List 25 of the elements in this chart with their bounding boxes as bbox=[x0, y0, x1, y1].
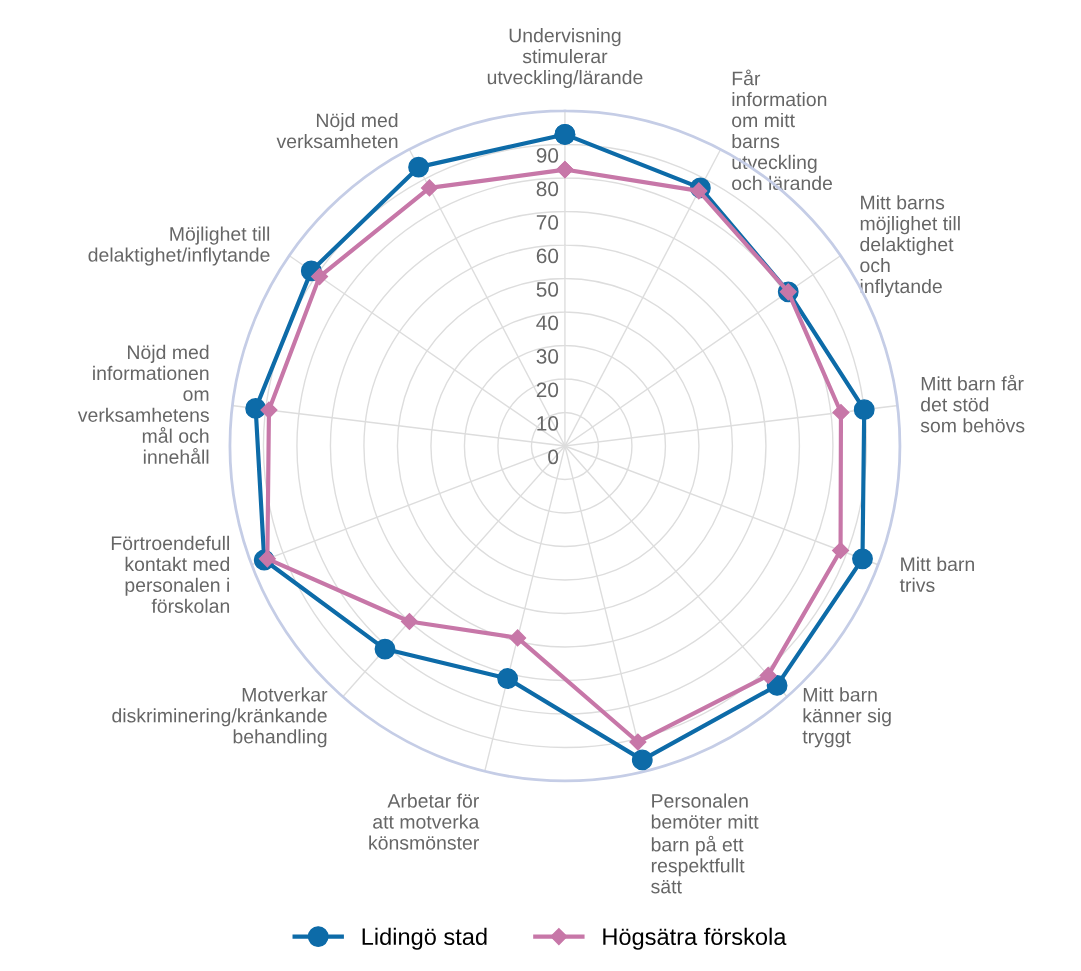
spoke-label: Nöjd med verksamheten bbox=[276, 112, 398, 149]
spoke-label: Nöjd med informationen om verksamhetens mål och innehåll bbox=[77, 344, 209, 464]
y-tick-label: 20 bbox=[536, 382, 559, 398]
spoke-label: Mitt barns möjlighet till delaktighet och inflytande bbox=[860, 195, 960, 298]
legend-label: Högsätra förskola bbox=[603, 927, 787, 950]
spoke-label: Förtroendefull kontakt med personalen i förskolan bbox=[111, 535, 230, 613]
legend-label: Lidingö stad bbox=[362, 927, 487, 950]
spoke-label: Undervisning stimulerar utveckling/lärande bbox=[487, 28, 643, 89]
spoke-label: Motverkar diskriminering/kränkande behandling bbox=[112, 687, 328, 748]
y-tick-label: 70 bbox=[536, 215, 559, 230]
y-tick-label: 30 bbox=[536, 349, 559, 364]
spoke-label: Möjlighet till delaktighet/inflytande bbox=[88, 226, 270, 266]
spoke-label: Mitt barn trivs bbox=[899, 556, 974, 593]
spoke-label: Arbetar för att motverka könsmönster bbox=[369, 793, 480, 850]
y-tick-label: 40 bbox=[536, 315, 559, 331]
spoke-label: Personalen bemöter mitt barn på ett respektfullt sätt bbox=[651, 793, 759, 894]
y-tick-label: 50 bbox=[536, 282, 559, 297]
y-tick-label: 90 bbox=[536, 148, 559, 163]
y-tick-label: 60 bbox=[536, 248, 559, 264]
y-tick-label: 0 bbox=[548, 449, 559, 465]
spoke-label: Får information om mitt barns utveckling och lärande bbox=[732, 69, 833, 191]
spoke-label: Mitt barn känner sig tryggt bbox=[802, 687, 891, 748]
y-tick-label: 80 bbox=[536, 181, 559, 197]
spoke-label: Mitt barn får det stöd som behövs bbox=[920, 374, 1025, 433]
y-tick-label: 10 bbox=[537, 416, 559, 431]
